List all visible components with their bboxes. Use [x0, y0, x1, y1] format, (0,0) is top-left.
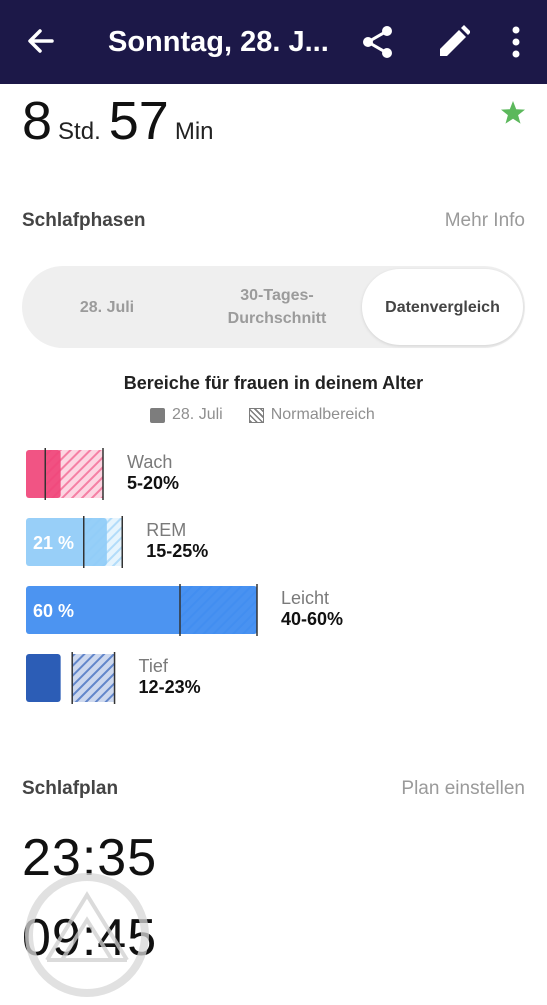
phase-name-wach: Wach [127, 452, 172, 472]
phase-name-tief: Tief [139, 656, 169, 676]
legend-range-label: Normalbereich [270, 406, 375, 423]
normal-range-tief [72, 654, 115, 702]
actual-bar-tief [26, 654, 61, 702]
page-title: Sonntag, 28. J... [108, 26, 329, 58]
tab-30-day-average[interactable]: 30-Tages- Durchschnitt [192, 266, 362, 348]
app-bar: Sonntag, 28. J... [0, 0, 547, 84]
tab-comparison[interactable]: Datenvergleich [362, 269, 523, 345]
back-arrow-icon[interactable] [22, 22, 60, 60]
tab-day-label: 28. Juli [79, 298, 135, 316]
legend-actual-label: 28. Juli [172, 406, 223, 423]
actual-bar-leicht [26, 586, 257, 634]
set-plan-link[interactable]: Plan einstellen [401, 778, 525, 799]
chart-legend: 28. Juli Normalbereich [150, 405, 375, 425]
phase-range-rem: 15-25% [146, 541, 208, 561]
tab-average-label-line2: Durchschnitt [227, 310, 327, 327]
view-tabs: 28. Juli 30-Tages- Durchschnitt Datenver… [22, 266, 525, 348]
watermark-seal-icon [22, 870, 152, 1000]
legend-actual-swatch [150, 407, 165, 423]
comparison-title: Bereiche für frauen in deinem Alter [123, 373, 424, 393]
tab-comparison-label: Datenvergleich [385, 298, 500, 316]
phase-name-leicht: Leicht [281, 588, 329, 608]
duration-hours-unit: Std. [58, 118, 101, 145]
phase-range-leicht: 40-60% [281, 609, 343, 629]
more-info-link[interactable]: Mehr Info [444, 210, 525, 231]
legend-range-swatch [248, 407, 264, 423]
actual-value-rem: 21 % [33, 533, 74, 553]
tab-average-label-line1: 30-Tages- [240, 287, 314, 304]
phase-range-tief: 12-23% [139, 677, 201, 697]
duration-minutes: 57 [108, 91, 169, 151]
phase-range-wach: 5-20% [127, 473, 179, 493]
actual-bar-rem [26, 518, 107, 566]
duration-minutes-unit: Min [174, 118, 214, 145]
pencil-icon[interactable] [434, 22, 470, 62]
actual-bar-wach [26, 450, 61, 498]
phase-name-rem: REM [146, 520, 186, 540]
plan-section-title: Schlafplan [22, 778, 119, 799]
duration-hours: 8 [22, 91, 53, 151]
phases-section-title: Schlafphasen [22, 210, 146, 231]
more-vert-icon[interactable] [504, 22, 528, 62]
star-icon[interactable] [500, 100, 526, 126]
actual-value-leicht: 60 % [33, 601, 74, 621]
share-icon[interactable] [360, 22, 396, 62]
sleep-duration: 8 Std. 57 Min [22, 90, 222, 152]
wake-time-value: 09:45 [22, 909, 158, 967]
tab-day[interactable]: 28. Juli [22, 266, 192, 348]
